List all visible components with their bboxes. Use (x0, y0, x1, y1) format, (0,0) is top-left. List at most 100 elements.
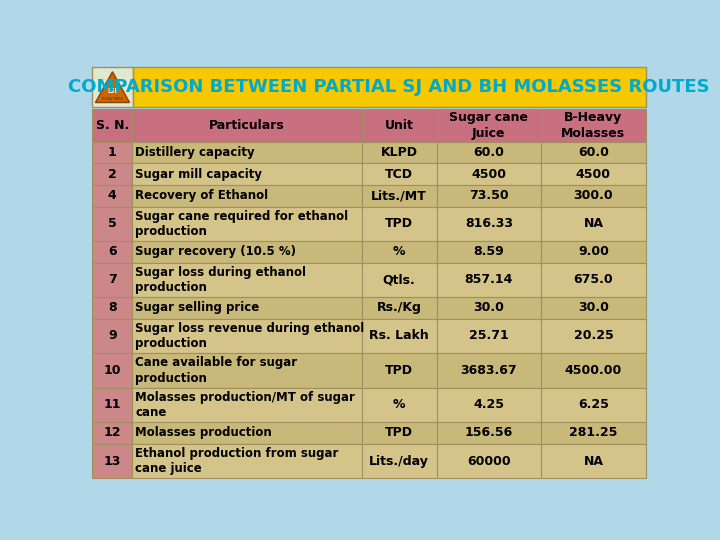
Text: 156.56: 156.56 (464, 427, 513, 440)
Text: 4500: 4500 (472, 167, 506, 181)
FancyBboxPatch shape (132, 206, 362, 241)
FancyBboxPatch shape (92, 164, 132, 185)
FancyBboxPatch shape (92, 185, 132, 206)
Text: NA: NA (583, 455, 603, 468)
FancyBboxPatch shape (132, 67, 646, 107)
Text: Particulars: Particulars (209, 119, 285, 132)
FancyBboxPatch shape (132, 353, 362, 388)
FancyBboxPatch shape (436, 164, 541, 185)
FancyBboxPatch shape (362, 422, 436, 444)
Text: 30.0: 30.0 (473, 301, 504, 314)
Text: Lits./MT: Lits./MT (372, 189, 427, 202)
Text: 7: 7 (108, 273, 117, 286)
FancyBboxPatch shape (362, 206, 436, 241)
FancyBboxPatch shape (436, 353, 541, 388)
Text: 8.59: 8.59 (474, 245, 504, 258)
Text: Molasses production: Molasses production (135, 427, 272, 440)
FancyBboxPatch shape (92, 67, 132, 107)
Text: 300.0: 300.0 (574, 189, 613, 202)
FancyBboxPatch shape (92, 388, 132, 422)
Text: 13: 13 (104, 455, 121, 468)
FancyBboxPatch shape (541, 164, 646, 185)
FancyBboxPatch shape (541, 297, 646, 319)
Text: KLPD: KLPD (381, 146, 418, 159)
FancyBboxPatch shape (541, 241, 646, 262)
Text: 10: 10 (104, 364, 121, 377)
FancyBboxPatch shape (541, 262, 646, 297)
Text: ISI: ISI (107, 88, 117, 94)
FancyBboxPatch shape (132, 110, 362, 142)
Text: Distillery capacity: Distillery capacity (135, 146, 255, 159)
FancyBboxPatch shape (132, 185, 362, 206)
FancyBboxPatch shape (92, 297, 132, 319)
FancyBboxPatch shape (436, 110, 541, 142)
FancyBboxPatch shape (132, 297, 362, 319)
Text: 9.00: 9.00 (578, 245, 609, 258)
FancyBboxPatch shape (92, 262, 132, 297)
FancyBboxPatch shape (132, 319, 362, 353)
Text: Sugar mill capacity: Sugar mill capacity (135, 167, 262, 181)
Text: %: % (393, 399, 405, 411)
Text: TCD: TCD (385, 167, 413, 181)
Text: 3683.67: 3683.67 (461, 364, 517, 377)
FancyBboxPatch shape (541, 353, 646, 388)
FancyBboxPatch shape (541, 110, 646, 142)
FancyBboxPatch shape (541, 319, 646, 353)
FancyBboxPatch shape (362, 444, 436, 478)
Text: Sugar cane
Juice: Sugar cane Juice (449, 111, 528, 140)
FancyBboxPatch shape (362, 241, 436, 262)
Text: 60000: 60000 (467, 455, 510, 468)
FancyBboxPatch shape (362, 185, 436, 206)
FancyBboxPatch shape (92, 422, 132, 444)
Text: 60.0: 60.0 (473, 146, 504, 159)
Text: Cane available for sugar
production: Cane available for sugar production (135, 356, 297, 384)
FancyBboxPatch shape (362, 142, 436, 164)
Text: 9: 9 (108, 329, 117, 342)
Text: S. N.: S. N. (96, 119, 129, 132)
Text: TPD: TPD (385, 364, 413, 377)
FancyBboxPatch shape (541, 206, 646, 241)
Text: Sugar recovery (10.5 %): Sugar recovery (10.5 %) (135, 245, 296, 258)
Text: 12: 12 (104, 427, 121, 440)
FancyBboxPatch shape (436, 241, 541, 262)
FancyBboxPatch shape (92, 110, 132, 142)
FancyBboxPatch shape (132, 422, 362, 444)
Text: Lits./day: Lits./day (369, 455, 429, 468)
Text: TPD: TPD (385, 427, 413, 440)
Text: 281.25: 281.25 (570, 427, 618, 440)
FancyBboxPatch shape (436, 388, 541, 422)
FancyBboxPatch shape (362, 164, 436, 185)
Text: 1: 1 (108, 146, 117, 159)
FancyBboxPatch shape (362, 297, 436, 319)
FancyBboxPatch shape (541, 142, 646, 164)
FancyBboxPatch shape (362, 353, 436, 388)
FancyBboxPatch shape (436, 262, 541, 297)
Text: 4500.00: 4500.00 (564, 364, 622, 377)
Text: %: % (393, 245, 405, 258)
FancyBboxPatch shape (92, 142, 132, 164)
FancyBboxPatch shape (541, 185, 646, 206)
Text: 20.25: 20.25 (574, 329, 613, 342)
Text: Sugar loss revenue during ethanol
production: Sugar loss revenue during ethanol produc… (135, 322, 364, 350)
FancyBboxPatch shape (436, 142, 541, 164)
FancyBboxPatch shape (132, 241, 362, 262)
Text: Ethanol production from sugar
cane juice: Ethanol production from sugar cane juice (135, 447, 338, 475)
Text: Molasses production/MT of sugar
cane: Molasses production/MT of sugar cane (135, 391, 355, 419)
Text: Sugar cane required for ethanol
production: Sugar cane required for ethanol producti… (135, 210, 348, 238)
Text: 30.0: 30.0 (578, 301, 609, 314)
Polygon shape (96, 72, 130, 103)
FancyBboxPatch shape (541, 388, 646, 422)
Text: Rs./Kg: Rs./Kg (377, 301, 422, 314)
Text: 6: 6 (108, 245, 117, 258)
FancyBboxPatch shape (132, 142, 362, 164)
Text: 11: 11 (104, 399, 121, 411)
FancyBboxPatch shape (436, 444, 541, 478)
Text: 857.14: 857.14 (464, 273, 513, 286)
Text: 816.33: 816.33 (465, 217, 513, 230)
Text: 73.50: 73.50 (469, 189, 508, 202)
FancyBboxPatch shape (92, 444, 132, 478)
FancyBboxPatch shape (132, 444, 362, 478)
FancyBboxPatch shape (92, 319, 132, 353)
FancyBboxPatch shape (132, 388, 362, 422)
Text: 60.0: 60.0 (578, 146, 609, 159)
